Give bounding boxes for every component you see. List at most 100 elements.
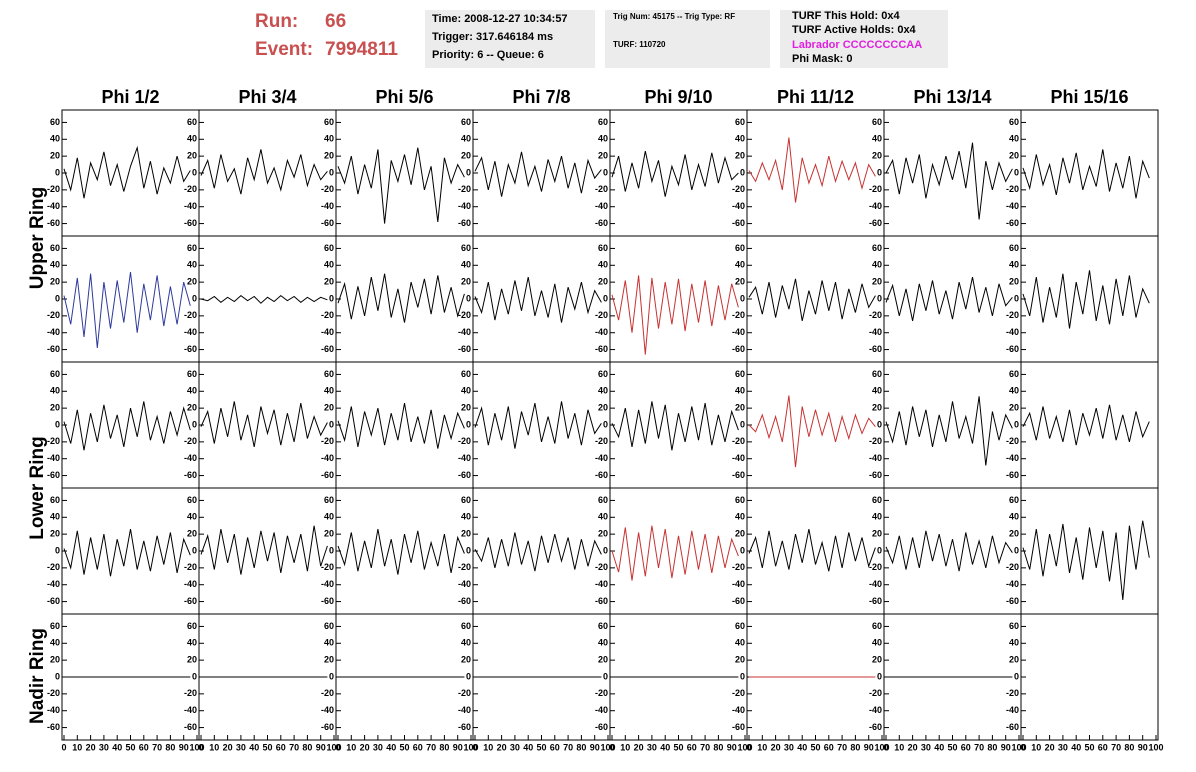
y-tick-label: -20 bbox=[595, 562, 608, 572]
y-tick-label: -40 bbox=[732, 705, 745, 715]
y-tick-label: -40 bbox=[732, 453, 745, 463]
y-tick-label: -40 bbox=[869, 453, 882, 463]
ring-label: Lower Ring bbox=[27, 436, 48, 539]
panel-frame bbox=[1020, 487, 1159, 615]
y-tick-label: -60 bbox=[595, 596, 608, 606]
y-tick-label: -20 bbox=[184, 436, 197, 446]
y-tick-label: 40 bbox=[598, 134, 608, 144]
x-tick-label: 80 bbox=[1124, 742, 1134, 752]
y-tick-label: -60 bbox=[47, 218, 60, 228]
y-tick-label: 0 bbox=[877, 671, 882, 681]
y-tick-label: 0 bbox=[55, 293, 60, 303]
y-tick-label: 60 bbox=[1009, 243, 1019, 253]
y-tick-label: 20 bbox=[187, 403, 197, 413]
y-tick-label: 40 bbox=[872, 512, 882, 522]
y-tick-label: 20 bbox=[461, 151, 471, 161]
y-tick-label: -40 bbox=[184, 453, 197, 463]
y-tick-label: -60 bbox=[869, 470, 882, 480]
y-tick-label: -60 bbox=[458, 344, 471, 354]
y-tick-label: 0 bbox=[192, 671, 197, 681]
y-tick-label: 60 bbox=[735, 369, 745, 379]
x-tick-label: 30 bbox=[784, 742, 794, 752]
y-tick-label: -20 bbox=[595, 184, 608, 194]
y-tick-label: 60 bbox=[735, 243, 745, 253]
y-tick-label: 60 bbox=[324, 243, 334, 253]
y-tick-label: -60 bbox=[1006, 722, 1019, 732]
y-tick-label: 60 bbox=[50, 495, 60, 505]
y-tick-label: 0 bbox=[192, 419, 197, 429]
y-tick-label: -60 bbox=[595, 470, 608, 480]
x-tick-label: 70 bbox=[700, 742, 710, 752]
y-tick-label: -40 bbox=[321, 453, 334, 463]
x-tick-label: 10 bbox=[894, 742, 904, 752]
waveform bbox=[885, 276, 1013, 322]
y-tick-label: -40 bbox=[1006, 201, 1019, 211]
waveform bbox=[63, 529, 191, 577]
y-tick-label: 60 bbox=[324, 621, 334, 631]
y-tick-label: 40 bbox=[187, 638, 197, 648]
y-tick-label: 40 bbox=[735, 260, 745, 270]
y-tick-label: 0 bbox=[329, 545, 334, 555]
y-tick-label: 40 bbox=[1009, 134, 1019, 144]
waveform bbox=[200, 149, 328, 195]
x-tick-label: 0 bbox=[61, 742, 66, 752]
panel-frame bbox=[472, 487, 611, 615]
y-tick-label: 0 bbox=[877, 419, 882, 429]
y-tick-label: 0 bbox=[55, 167, 60, 177]
y-tick-label: -20 bbox=[321, 310, 334, 320]
x-tick-label: 50 bbox=[1084, 742, 1094, 752]
y-tick-label: 0 bbox=[466, 167, 471, 177]
y-tick-label: -20 bbox=[1006, 310, 1019, 320]
y-tick-label: 0 bbox=[329, 671, 334, 681]
x-tick-label: 30 bbox=[236, 742, 246, 752]
y-tick-label: 0 bbox=[1014, 545, 1019, 555]
y-tick-label: -60 bbox=[321, 344, 334, 354]
y-tick-label: -60 bbox=[869, 344, 882, 354]
panel-frame bbox=[746, 487, 885, 615]
y-tick-label: 20 bbox=[187, 655, 197, 665]
panel-frame bbox=[883, 235, 1022, 363]
info-line: TURF: 110720 bbox=[613, 40, 666, 49]
panel-frame bbox=[1020, 613, 1159, 741]
y-tick-label: 0 bbox=[1014, 419, 1019, 429]
y-tick-label: -20 bbox=[732, 310, 745, 320]
x-tick-label: 70 bbox=[837, 742, 847, 752]
waveform bbox=[200, 294, 328, 304]
y-tick-label: 0 bbox=[466, 419, 471, 429]
y-tick-label: -60 bbox=[732, 722, 745, 732]
y-tick-label: 40 bbox=[50, 134, 60, 144]
y-tick-label: 60 bbox=[1009, 117, 1019, 127]
y-tick-label: -40 bbox=[869, 579, 882, 589]
y-tick-label: 20 bbox=[735, 403, 745, 413]
x-tick-label: 50 bbox=[810, 742, 820, 752]
waveform bbox=[1022, 404, 1150, 446]
x-tick-label: 40 bbox=[249, 742, 259, 752]
y-tick-label: 20 bbox=[735, 529, 745, 539]
panel-frame bbox=[335, 235, 474, 363]
column-title: Phi 1/2 bbox=[101, 87, 159, 107]
x-tick-label: 40 bbox=[1071, 742, 1081, 752]
x-tick-label: 100 bbox=[463, 742, 478, 752]
y-tick-label: -20 bbox=[458, 310, 471, 320]
waveform bbox=[200, 525, 328, 575]
y-tick-label: -20 bbox=[1006, 688, 1019, 698]
x-tick-label: 10 bbox=[1031, 742, 1041, 752]
x-tick-label: 100 bbox=[874, 742, 889, 752]
y-tick-label: -40 bbox=[321, 201, 334, 211]
y-tick-label: -20 bbox=[184, 562, 197, 572]
ring-label: Nadir Ring bbox=[27, 628, 48, 724]
y-tick-label: -60 bbox=[47, 596, 60, 606]
y-tick-label: -60 bbox=[47, 470, 60, 480]
y-tick-label: -60 bbox=[1006, 218, 1019, 228]
y-tick-label: 40 bbox=[324, 260, 334, 270]
panel-frame bbox=[609, 235, 748, 363]
run-label: Run: bbox=[255, 11, 298, 32]
y-tick-label: 20 bbox=[50, 403, 60, 413]
x-tick-label: 30 bbox=[373, 742, 383, 752]
x-tick-label: 0 bbox=[335, 742, 340, 752]
x-tick-label: 90 bbox=[453, 742, 463, 752]
panel-frame bbox=[1020, 235, 1159, 363]
waveform bbox=[337, 147, 465, 224]
panel-frame bbox=[883, 109, 1022, 237]
y-tick-label: 0 bbox=[603, 293, 608, 303]
